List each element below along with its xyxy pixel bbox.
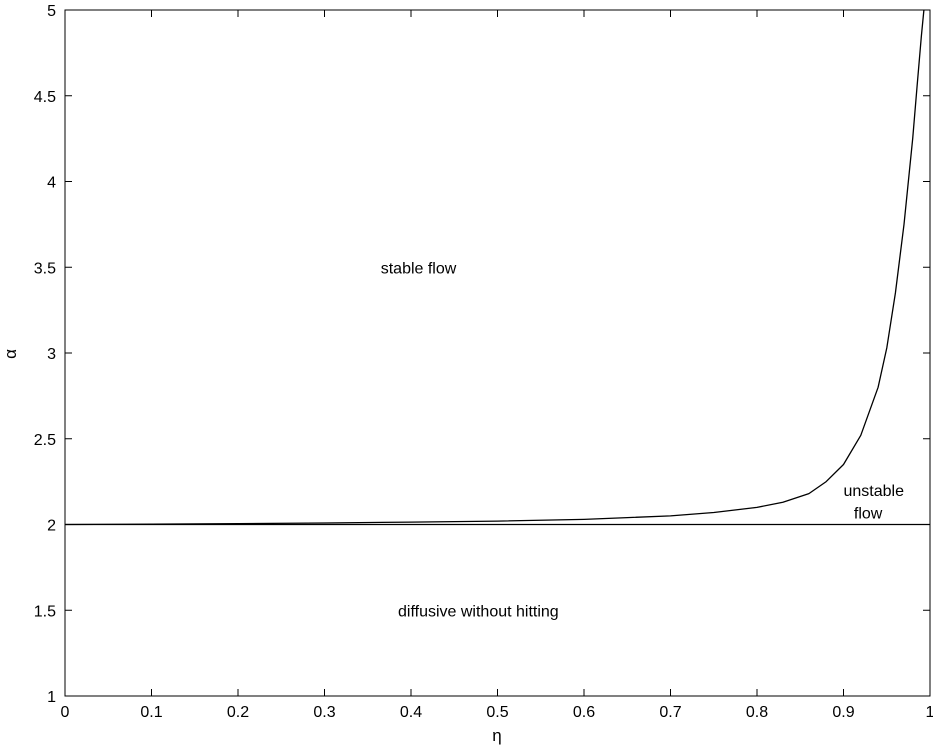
region-label: diffusive without hitting — [398, 603, 559, 620]
plot-frame — [64, 9, 931, 697]
ticks: 0 0.1 0.2 0.3 0.4 0.5 0.6 0.7 0.8 0.9 1 1 1.5 2 2.5 3 3.… — [34, 3, 933, 721]
region-label: flow — [854, 505, 883, 522]
y-axis-title: α — [1, 349, 20, 359]
y-tick-label: 2.5 — [34, 432, 56, 449]
x-tick-label: 0.9 — [832, 704, 854, 721]
x-tick-label: 0.2 — [227, 704, 249, 721]
y-tick-label: 5 — [47, 3, 56, 20]
y-tick-label: 4.5 — [34, 89, 56, 106]
x-axis-title: η — [492, 726, 501, 745]
axes — [64, 9, 931, 697]
y-tick-label: 2 — [47, 518, 56, 535]
x-tick-label: 0.1 — [140, 704, 162, 721]
y-tick-label: 4 — [47, 175, 56, 192]
x-tick-label: 0 — [61, 704, 70, 721]
x-tick-label: 0.8 — [746, 704, 768, 721]
y-tick-label: 1.5 — [34, 603, 56, 620]
region-label: stable flow — [381, 260, 457, 277]
x-tick-label: 0.5 — [486, 704, 508, 721]
y-tick-label: 1 — [47, 689, 56, 706]
stability-boundary-curve — [64, 9, 925, 526]
plot-series — [64, 9, 930, 526]
y-tick-label: 3 — [47, 346, 56, 363]
x-tick-label: 0.3 — [313, 704, 335, 721]
y-tick-label: 3.5 — [34, 260, 56, 277]
x-tick-label: 1 — [926, 704, 933, 721]
region-label: unstable — [844, 483, 905, 500]
x-tick-label: 0.4 — [400, 704, 422, 721]
x-tick-label: 0.6 — [573, 704, 595, 721]
x-tick-label: 0.7 — [659, 704, 681, 721]
annotations: stable flow unstable flow diffusive without… — [381, 260, 904, 620]
